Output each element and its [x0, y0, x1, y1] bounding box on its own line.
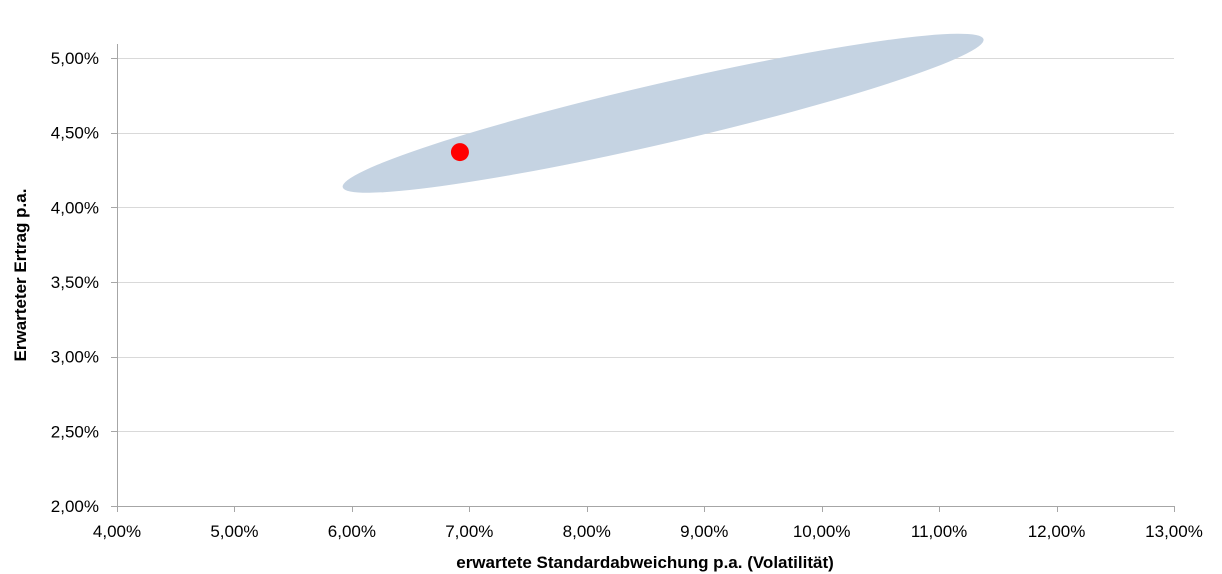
y-tick-labels: 2,00% 2,50% 3,00% 3,50% 4,00% 4,50% 5,00%: [51, 49, 99, 516]
data-point-0: [450, 143, 469, 162]
confidence-ellipse: [342, 33, 984, 193]
y-tick-label-6: 5,00%: [51, 49, 99, 68]
x-tick-label-0: 4,00%: [93, 522, 141, 541]
x-tick-label-6: 10,00%: [793, 522, 851, 541]
y-axis-title: Erwarteter Ertrag p.a.: [11, 189, 30, 362]
uncertainty-region: [342, 33, 984, 193]
data-points: [450, 143, 469, 162]
y-tick-label-5: 4,50%: [51, 124, 99, 143]
x-tick-label-7: 11,00%: [911, 522, 967, 541]
x-tick-label-2: 6,00%: [328, 522, 376, 541]
y-tick-label-1: 2,50%: [51, 422, 99, 441]
y-tick-label-3: 3,50%: [51, 273, 99, 292]
y-tick-label-0: 2,00%: [51, 497, 99, 516]
x-tick-label-4: 8,00%: [563, 522, 611, 541]
axes: [111, 44, 1175, 512]
y-tick-label-4: 4,00%: [51, 198, 99, 217]
x-tick-label-5: 9,00%: [680, 522, 728, 541]
x-axis-title: erwartete Standardabweichung p.a. (Volat…: [456, 553, 834, 572]
x-tick-labels: 4,00% 5,00% 6,00% 7,00% 8,00% 9,00% 10,00% 11,0…: [93, 522, 1203, 541]
y-tick-label-2: 3,00%: [51, 348, 99, 367]
x-tick-label-8: 12,00%: [1028, 522, 1086, 541]
x-tick-label-3: 7,00%: [445, 522, 493, 541]
x-tick-label-9: 13,00%: [1145, 522, 1203, 541]
x-tick-label-1: 5,00%: [210, 522, 258, 541]
